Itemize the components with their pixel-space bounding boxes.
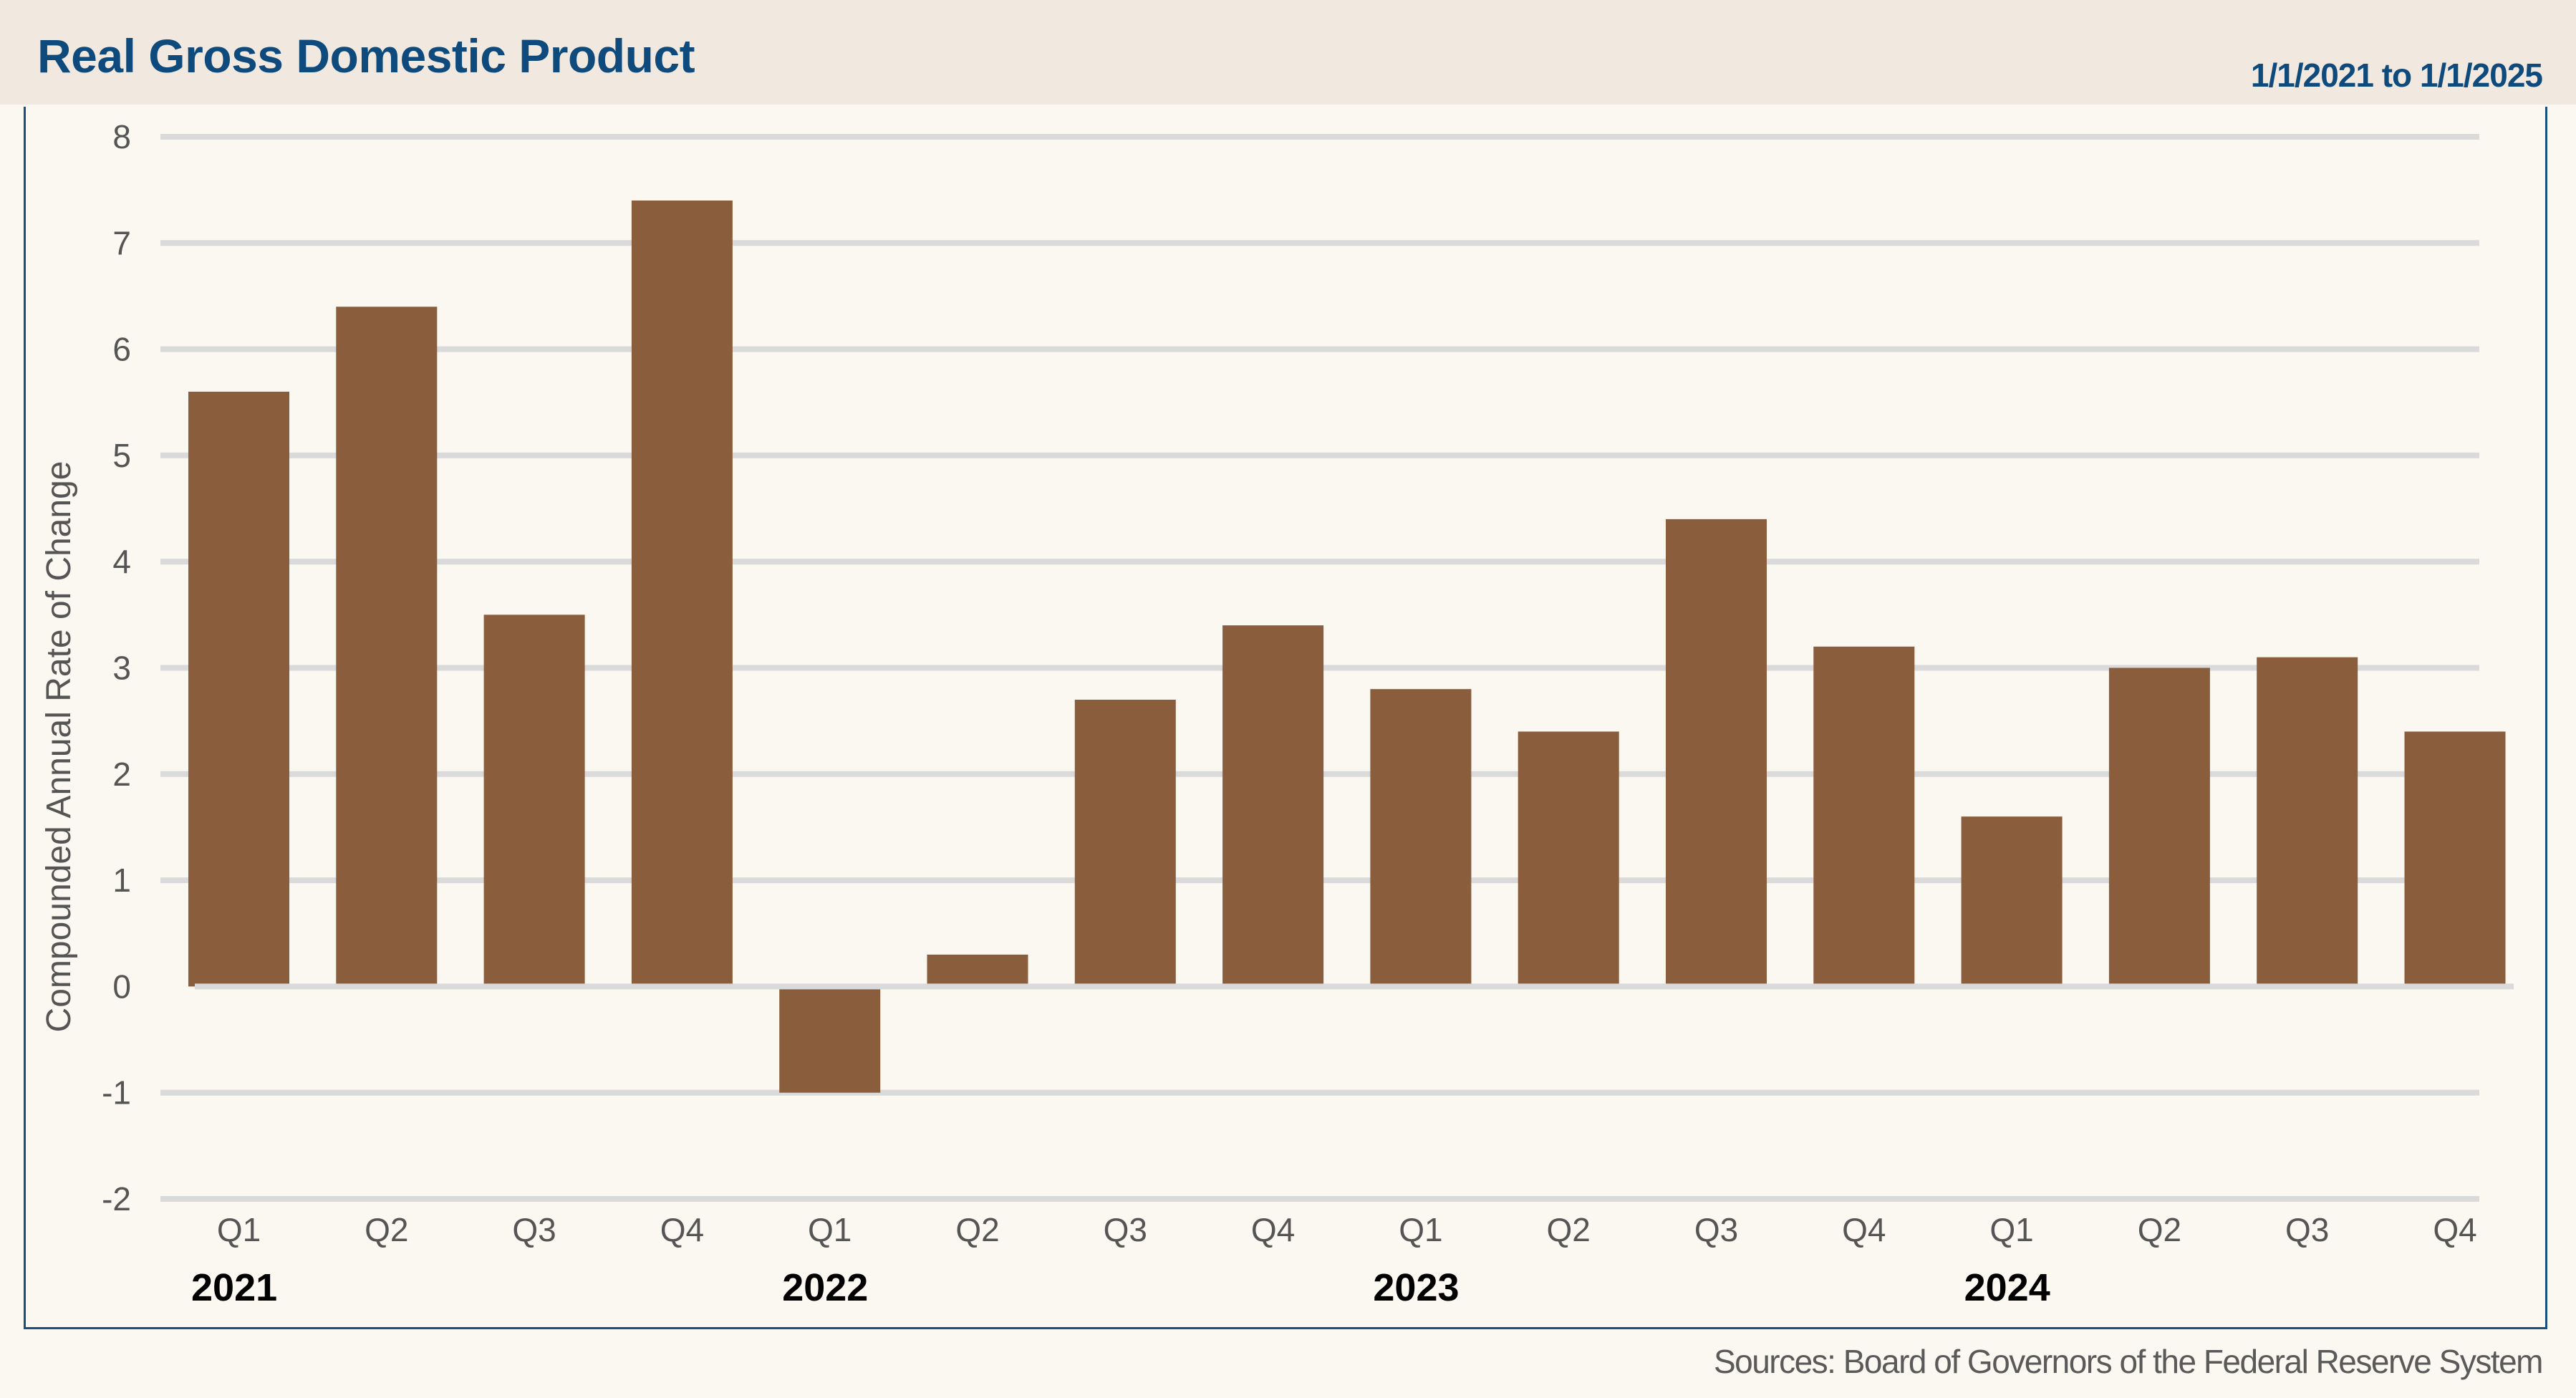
x-tick-label: Q4 <box>1251 1211 1295 1248</box>
bar <box>1518 731 1619 987</box>
y-tick-label: 3 <box>112 650 131 687</box>
gridline <box>160 1196 2479 1202</box>
zero-gridline <box>195 983 2514 990</box>
plot-frame <box>24 107 2547 1329</box>
x-tick-label: Q2 <box>1547 1211 1591 1248</box>
x-tick-label: Q1 <box>1989 1211 2033 1248</box>
date-range: 1/1/2021 to 1/1/2025 <box>2250 57 2543 94</box>
bar <box>1370 689 1472 987</box>
year-label: 2023 <box>1373 1266 1459 1309</box>
x-tick-label: Q2 <box>955 1211 999 1248</box>
y-tick-label: 6 <box>112 331 131 368</box>
x-tick-label: Q3 <box>1104 1211 1147 1248</box>
gridline <box>160 559 2479 565</box>
x-tick-label: Q4 <box>1842 1211 1886 1248</box>
bar <box>336 307 438 987</box>
bar <box>2404 731 2506 987</box>
y-tick-label: 0 <box>112 968 131 1005</box>
y-tick-label: 4 <box>112 543 131 580</box>
y-tick-label: 7 <box>112 224 131 261</box>
bars <box>188 200 2506 1093</box>
x-tick-label: Q4 <box>2433 1211 2476 1248</box>
bar <box>1074 699 1176 987</box>
gridline <box>160 346 2479 352</box>
gridline <box>160 452 2479 458</box>
bar <box>1222 625 1324 987</box>
x-tick-label: Q1 <box>808 1211 852 1248</box>
y-tick-label: 5 <box>112 437 131 474</box>
y-tick-labels: 8 7 6 5 4 3 2 1 0 -1 -2 <box>102 118 131 1218</box>
chart-title: Real Gross Domestic Product <box>37 29 695 82</box>
bar <box>2108 667 2210 987</box>
gridline <box>160 134 2479 140</box>
bar <box>2257 657 2358 987</box>
x-tick-label: Q3 <box>512 1211 556 1248</box>
x-tick-labels: Q1 Q2 Q3 Q4 Q1 Q2 Q3 Q4 Q1 Q2 Q3 Q4 Q1 Q2 Q3 Q4 <box>217 1211 2477 1248</box>
bar <box>1961 816 2063 987</box>
x-tick-label: Q3 <box>1694 1211 1738 1248</box>
gridline <box>160 240 2479 246</box>
x-tick-label: Q2 <box>365 1211 408 1248</box>
bar <box>927 954 1028 987</box>
bar <box>631 200 733 987</box>
bar <box>188 391 289 987</box>
x-tick-label: Q1 <box>217 1211 261 1248</box>
bar <box>1666 519 1767 987</box>
y-tick-label: -1 <box>102 1074 131 1112</box>
y-tick-label: 8 <box>112 118 131 155</box>
gridline <box>160 1089 2479 1096</box>
year-labels: 2021 2022 2023 2024 <box>191 1266 2050 1309</box>
y-axis-title: Compounded Annual Rate of Change <box>40 461 78 1033</box>
header-band: Real Gross Domestic Product 1/1/2021 to … <box>0 0 2576 105</box>
y-tick-label: 2 <box>112 756 131 793</box>
x-tick-label: Q4 <box>660 1211 704 1248</box>
source-note: Sources: Board of Governors of the Feder… <box>1713 1343 2544 1380</box>
bar <box>483 614 585 987</box>
year-label: 2022 <box>782 1266 868 1309</box>
year-label: 2021 <box>191 1266 277 1309</box>
year-label: 2024 <box>1964 1266 2050 1309</box>
y-tick-label: 1 <box>112 862 131 899</box>
bar <box>779 986 881 1093</box>
x-tick-label: Q1 <box>1399 1211 1442 1248</box>
bar <box>1813 646 1915 987</box>
x-tick-label: Q2 <box>2138 1211 2181 1248</box>
zero-line <box>195 983 2514 990</box>
y-tick-label: -2 <box>102 1180 131 1218</box>
x-tick-label: Q3 <box>2285 1211 2329 1248</box>
